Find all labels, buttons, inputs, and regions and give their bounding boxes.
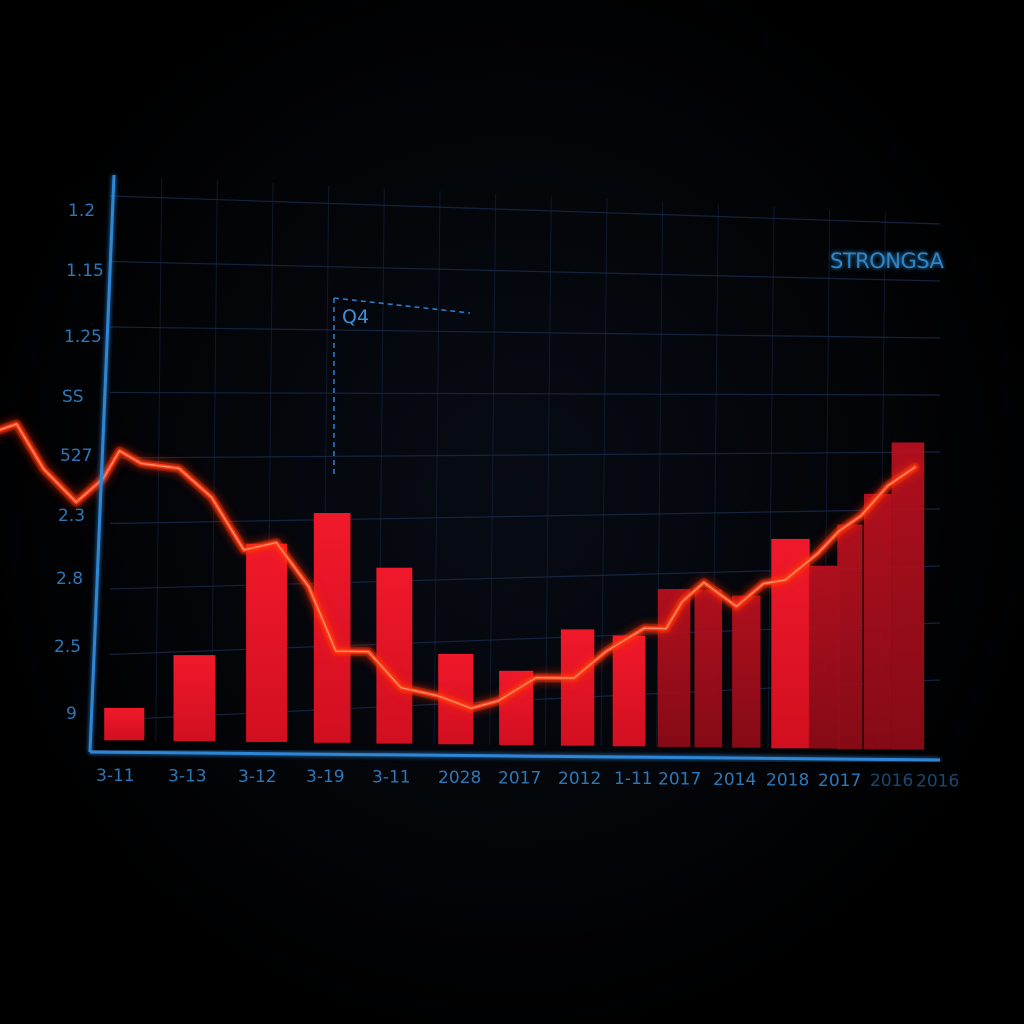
grid-line-horizontal <box>109 451 941 459</box>
y-tick-label: SS <box>62 387 84 407</box>
bar-14 <box>837 524 863 749</box>
y-tick-label: 2.5 <box>54 637 81 657</box>
grid-line-horizontal <box>109 195 941 225</box>
x-tick-label: 3-19 <box>306 767 345 787</box>
x-tick-label: 2016 <box>916 772 959 792</box>
grid-line-vertical <box>433 190 441 745</box>
grid-line-vertical <box>210 180 218 742</box>
grid-line-vertical <box>656 201 664 747</box>
bar-16 <box>891 442 925 750</box>
axes <box>88 174 941 762</box>
bar-13 <box>808 565 840 749</box>
bar-15 <box>864 493 892 750</box>
grid-line-vertical <box>767 206 775 749</box>
y-tick-labels: 1.2 1.15 1.25 SS 527 2.3 2.8 2.5 9 <box>54 201 104 724</box>
brand-label: STRONGSA <box>830 249 944 273</box>
y-tick-label: 9 <box>66 704 77 724</box>
bar-11 <box>732 595 761 748</box>
trend-line-core <box>0 423 916 709</box>
bar-1 <box>173 655 216 742</box>
bars-group <box>104 442 925 750</box>
y-tick-label: 527 <box>60 446 92 466</box>
bar-2 <box>246 543 287 742</box>
trend-line-group <box>0 419 920 713</box>
bar-7 <box>560 629 595 746</box>
grid-line-horizontal <box>109 260 941 282</box>
x-tick-label: 2018 <box>766 770 809 790</box>
grid-line-vertical <box>600 198 608 747</box>
grid-line-vertical <box>155 177 163 741</box>
x-tick-label: 2017 <box>658 770 701 790</box>
x-tick-label: 2017 <box>818 771 861 791</box>
x-tick-label: 2014 <box>713 770 756 790</box>
x-tick-label: 2028 <box>438 768 481 788</box>
x-tick-label: 1-11 <box>614 769 653 789</box>
y-tick-label: 1.15 <box>66 261 104 281</box>
x-tick-labels: 3-11 3-13 3-12 3-19 3-11 2028 2017 2012 1-11 2017… <box>96 766 959 792</box>
bar-10 <box>694 589 723 748</box>
x-tick-label: 2016 <box>870 771 913 791</box>
annotation-label: Q4 <box>342 306 369 328</box>
grid-line-vertical <box>544 196 552 746</box>
y-tick-label: 1.2 <box>68 201 95 221</box>
grid-line-horizontal <box>109 391 941 396</box>
annotation-horizontal-line <box>333 297 471 314</box>
y-tick-label: 2.8 <box>56 569 83 589</box>
x-axis <box>89 750 941 762</box>
bar-4 <box>376 567 413 744</box>
x-tick-label: 3-11 <box>96 766 135 786</box>
x-tick-label: 3-11 <box>372 768 411 788</box>
y-axis <box>88 174 116 753</box>
y-tick-label: 1.25 <box>64 327 102 347</box>
x-tick-label: 2017 <box>498 768 541 788</box>
grid-line-horizontal <box>109 508 941 525</box>
x-tick-label: 3-13 <box>168 766 207 786</box>
y-tick-label: 2.3 <box>58 506 85 526</box>
annotation-marker: Q4 <box>333 297 471 478</box>
x-tick-label: 3-12 <box>238 767 277 787</box>
grid-line-vertical <box>489 193 497 745</box>
bar-8 <box>612 635 646 747</box>
bar-0 <box>104 707 145 741</box>
x-tick-label: 2012 <box>558 769 601 789</box>
bar-3 <box>313 513 351 743</box>
grid-line-horizontal <box>109 326 941 339</box>
